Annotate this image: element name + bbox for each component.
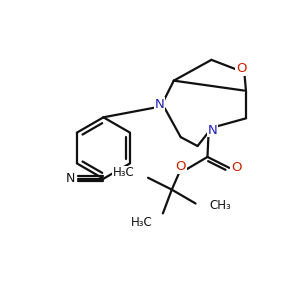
Text: N: N: [66, 172, 75, 185]
Text: O: O: [236, 62, 246, 75]
Text: O: O: [231, 161, 242, 174]
Text: N: N: [155, 98, 165, 111]
Text: CH₃: CH₃: [209, 199, 231, 212]
Text: O: O: [176, 160, 186, 173]
Text: H₃C: H₃C: [112, 166, 134, 179]
Text: N: N: [208, 124, 217, 137]
Text: H₃C: H₃C: [131, 216, 153, 229]
